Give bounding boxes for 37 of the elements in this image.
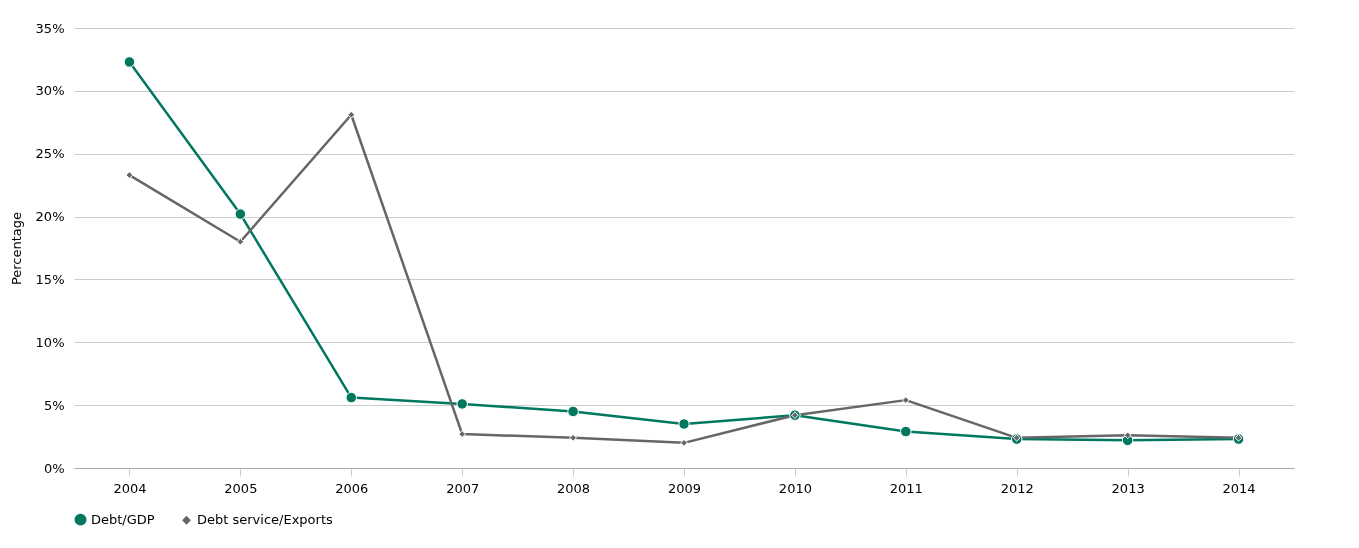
point bbox=[125, 171, 134, 179]
x-tick-label: 2005 bbox=[224, 480, 258, 496]
y-tick-label: 5% bbox=[43, 397, 65, 413]
point bbox=[234, 208, 247, 220]
legend-label: Debt service/Exports bbox=[197, 512, 333, 528]
x-tick-label: 2011 bbox=[889, 480, 923, 496]
x-tick-label: 2014 bbox=[1222, 480, 1256, 496]
legend-label: Debt/GDP bbox=[91, 511, 155, 527]
point bbox=[680, 439, 688, 447]
y-tick-label: 0% bbox=[43, 460, 65, 476]
y-tick-label: 30% bbox=[35, 83, 65, 99]
x-tick-label: 2013 bbox=[1111, 480, 1145, 496]
point bbox=[347, 110, 356, 119]
point bbox=[458, 430, 467, 438]
y-axis-title: Percentage bbox=[8, 211, 24, 286]
point bbox=[678, 418, 690, 430]
x-tick-label: 2009 bbox=[667, 480, 702, 496]
x-tick-label: 2004 bbox=[113, 480, 147, 496]
point bbox=[456, 398, 468, 410]
point bbox=[569, 433, 577, 442]
y-tick-label: 15% bbox=[35, 271, 65, 287]
x-tick-label: 2006 bbox=[335, 480, 369, 496]
point bbox=[345, 391, 358, 404]
y-tick-label: 20% bbox=[35, 209, 65, 225]
point bbox=[1123, 431, 1132, 440]
x-tick-label: 2010 bbox=[778, 480, 812, 496]
x-tick-label: 2012 bbox=[1000, 480, 1034, 496]
x-tick-label: 2008 bbox=[557, 480, 591, 496]
point bbox=[900, 425, 912, 438]
x-tick-label: 2007 bbox=[446, 480, 480, 496]
y-tick-label: 10% bbox=[35, 334, 65, 350]
y-tick-label: 25% bbox=[35, 146, 65, 162]
y-tick-label: 35% bbox=[35, 20, 65, 36]
point bbox=[123, 56, 136, 68]
point bbox=[567, 405, 579, 418]
point bbox=[236, 237, 245, 246]
point bbox=[901, 396, 910, 404]
